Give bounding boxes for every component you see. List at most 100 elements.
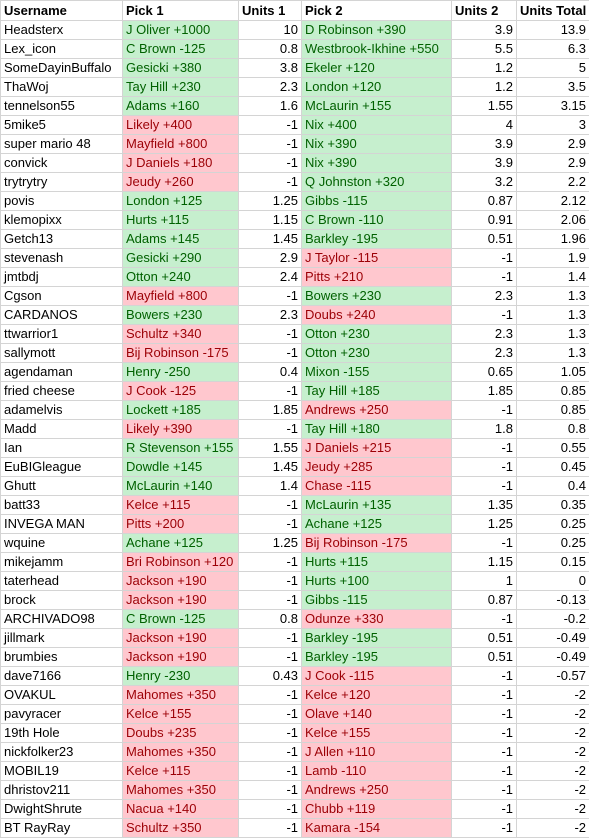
- pick-2-cell[interactable]: Doubs +240: [302, 306, 452, 325]
- pick-2-cell[interactable]: Achane +125: [302, 515, 452, 534]
- units-total-cell[interactable]: 1.3: [517, 325, 589, 344]
- pick-2-cell[interactable]: Hurts +115: [302, 553, 452, 572]
- pick-2-cell[interactable]: Tay Hill +185: [302, 382, 452, 401]
- units-2-cell[interactable]: 0.91: [452, 211, 517, 230]
- username-cell[interactable]: fried cheese: [1, 382, 123, 401]
- pick-1-cell[interactable]: R Stevenson +155: [123, 439, 239, 458]
- units-2-cell[interactable]: 0.87: [452, 591, 517, 610]
- username-cell[interactable]: convick: [1, 154, 123, 173]
- units-1-cell[interactable]: -1: [239, 724, 302, 743]
- username-cell[interactable]: Ian: [1, 439, 123, 458]
- username-cell[interactable]: batt33: [1, 496, 123, 515]
- pick-1-cell[interactable]: Schultz +340: [123, 325, 239, 344]
- username-cell[interactable]: SomeDayinBuffalo: [1, 59, 123, 78]
- pick-2-cell[interactable]: McLaurin +135: [302, 496, 452, 515]
- pick-2-cell[interactable]: Chase -115: [302, 477, 452, 496]
- pick-1-cell[interactable]: Jackson +190: [123, 572, 239, 591]
- units-2-cell[interactable]: 3.9: [452, 154, 517, 173]
- pick-2-cell[interactable]: C Brown -110: [302, 211, 452, 230]
- units-1-cell[interactable]: 1.15: [239, 211, 302, 230]
- units-1-cell[interactable]: 1.6: [239, 97, 302, 116]
- units-2-cell[interactable]: 3.9: [452, 21, 517, 40]
- units-1-cell[interactable]: 1.45: [239, 458, 302, 477]
- units-2-cell[interactable]: -1: [452, 401, 517, 420]
- units-2-cell[interactable]: -1: [452, 610, 517, 629]
- units-total-cell[interactable]: 1.3: [517, 287, 589, 306]
- header-units-total[interactable]: Units Total: [517, 1, 589, 21]
- pick-2-cell[interactable]: Andrews +250: [302, 401, 452, 420]
- pick-1-cell[interactable]: Mahomes +350: [123, 781, 239, 800]
- units-1-cell[interactable]: 0.8: [239, 40, 302, 59]
- units-1-cell[interactable]: 0.8: [239, 610, 302, 629]
- username-cell[interactable]: ARCHIVADO98: [1, 610, 123, 629]
- units-2-cell[interactable]: 2.3: [452, 287, 517, 306]
- units-total-cell[interactable]: -2: [517, 762, 589, 781]
- username-cell[interactable]: jmtbdj: [1, 268, 123, 287]
- units-2-cell[interactable]: -1: [452, 800, 517, 819]
- pick-2-cell[interactable]: Barkley -195: [302, 629, 452, 648]
- units-total-cell[interactable]: 2.06: [517, 211, 589, 230]
- units-total-cell[interactable]: -0.13: [517, 591, 589, 610]
- units-1-cell[interactable]: 3.8: [239, 59, 302, 78]
- units-1-cell[interactable]: -1: [239, 420, 302, 439]
- units-1-cell[interactable]: 1.4: [239, 477, 302, 496]
- units-total-cell[interactable]: 1.3: [517, 306, 589, 325]
- units-1-cell[interactable]: -1: [239, 344, 302, 363]
- pick-2-cell[interactable]: Andrews +250: [302, 781, 452, 800]
- units-1-cell[interactable]: -1: [239, 382, 302, 401]
- pick-2-cell[interactable]: Nix +390: [302, 135, 452, 154]
- units-2-cell[interactable]: 3.2: [452, 173, 517, 192]
- units-1-cell[interactable]: -1: [239, 116, 302, 135]
- username-cell[interactable]: povis: [1, 192, 123, 211]
- username-cell[interactable]: stevenash: [1, 249, 123, 268]
- units-2-cell[interactable]: -1: [452, 268, 517, 287]
- units-total-cell[interactable]: 2.12: [517, 192, 589, 211]
- units-2-cell[interactable]: -1: [452, 705, 517, 724]
- units-total-cell[interactable]: 1.4: [517, 268, 589, 287]
- units-2-cell[interactable]: -1: [452, 667, 517, 686]
- units-total-cell[interactable]: 0.85: [517, 401, 589, 420]
- username-cell[interactable]: 19th Hole: [1, 724, 123, 743]
- pick-2-cell[interactable]: Q Johnston +320: [302, 173, 452, 192]
- pick-1-cell[interactable]: Mahomes +350: [123, 743, 239, 762]
- pick-2-cell[interactable]: Pitts +210: [302, 268, 452, 287]
- units-1-cell[interactable]: -1: [239, 325, 302, 344]
- pick-1-cell[interactable]: J Daniels +180: [123, 154, 239, 173]
- pick-1-cell[interactable]: Henry -250: [123, 363, 239, 382]
- pick-2-cell[interactable]: Kelce +120: [302, 686, 452, 705]
- units-1-cell[interactable]: 1.85: [239, 401, 302, 420]
- units-total-cell[interactable]: -0.49: [517, 629, 589, 648]
- units-2-cell[interactable]: -1: [452, 477, 517, 496]
- units-2-cell[interactable]: 1.8: [452, 420, 517, 439]
- units-2-cell[interactable]: 4: [452, 116, 517, 135]
- username-cell[interactable]: 5mike5: [1, 116, 123, 135]
- pick-2-cell[interactable]: J Cook -115: [302, 667, 452, 686]
- units-2-cell[interactable]: 1.35: [452, 496, 517, 515]
- pick-1-cell[interactable]: Gesicki +380: [123, 59, 239, 78]
- pick-2-cell[interactable]: Jeudy +285: [302, 458, 452, 477]
- units-2-cell[interactable]: 5.5: [452, 40, 517, 59]
- units-1-cell[interactable]: -1: [239, 705, 302, 724]
- pick-2-cell[interactable]: Gibbs -115: [302, 192, 452, 211]
- units-2-cell[interactable]: -1: [452, 724, 517, 743]
- units-1-cell[interactable]: 2.3: [239, 78, 302, 97]
- units-2-cell[interactable]: 1.2: [452, 78, 517, 97]
- username-cell[interactable]: CARDANOS: [1, 306, 123, 325]
- username-cell[interactable]: super mario 48: [1, 135, 123, 154]
- units-total-cell[interactable]: -0.2: [517, 610, 589, 629]
- pick-1-cell[interactable]: Jackson +190: [123, 591, 239, 610]
- username-cell[interactable]: Madd: [1, 420, 123, 439]
- username-cell[interactable]: Getch13: [1, 230, 123, 249]
- units-total-cell[interactable]: 3: [517, 116, 589, 135]
- pick-2-cell[interactable]: Bowers +230: [302, 287, 452, 306]
- username-cell[interactable]: pavyracer: [1, 705, 123, 724]
- units-1-cell[interactable]: 2.4: [239, 268, 302, 287]
- units-1-cell[interactable]: -1: [239, 154, 302, 173]
- units-total-cell[interactable]: 0.25: [517, 534, 589, 553]
- pick-2-cell[interactable]: Otton +230: [302, 325, 452, 344]
- pick-1-cell[interactable]: Kelce +155: [123, 705, 239, 724]
- pick-2-cell[interactable]: Nix +400: [302, 116, 452, 135]
- pick-1-cell[interactable]: C Brown -125: [123, 610, 239, 629]
- units-total-cell[interactable]: 0.55: [517, 439, 589, 458]
- pick-2-cell[interactable]: D Robinson +390: [302, 21, 452, 40]
